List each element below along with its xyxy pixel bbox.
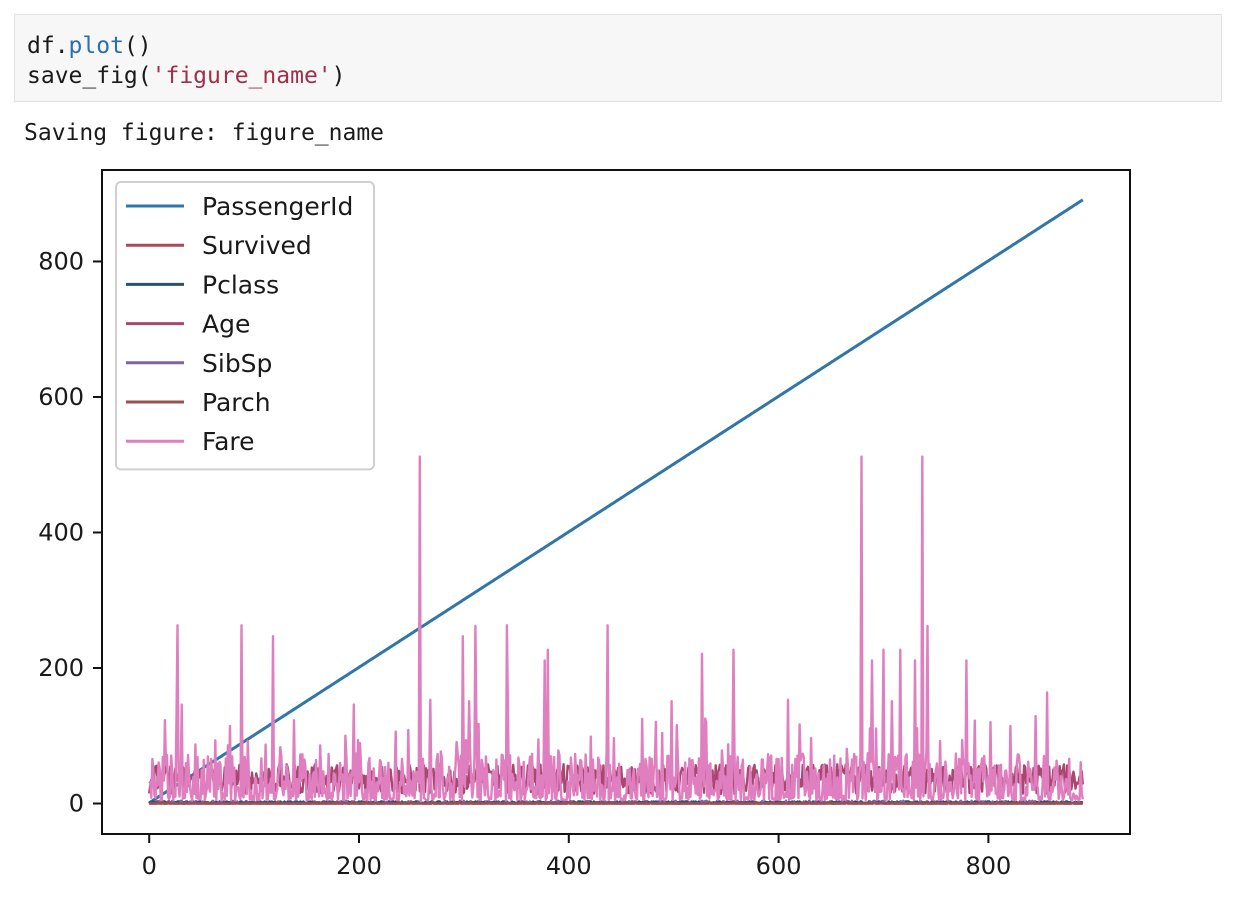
legend-label: Age: [202, 310, 250, 339]
series-line-fare: [148, 455, 1084, 802]
code-line-2: save_fig('figure_name'): [27, 63, 346, 89]
legend-label: SibSp: [202, 349, 272, 378]
code-object: df.: [27, 33, 69, 59]
cell-output-text: Saving figure: figure_name: [24, 120, 385, 146]
x-tick-label: 800: [965, 852, 1011, 880]
legend-label: Parch: [202, 388, 271, 417]
code-string: 'figure_name': [151, 63, 332, 89]
x-tick-label: 600: [756, 852, 802, 880]
y-tick-label: 200: [38, 654, 84, 682]
y-tick-label: 800: [38, 247, 84, 275]
legend-box: [115, 181, 375, 471]
y-tick-label: 600: [38, 383, 84, 411]
axes-frame: [101, 169, 1131, 835]
series-line-parch: [149, 800, 1083, 805]
y-tick-label: 0: [69, 790, 84, 818]
code-paren-close: ): [331, 63, 346, 89]
plot-lines: [148, 198, 1084, 805]
code-line-1: df.plot(): [27, 33, 152, 59]
x-tick-label: 0: [142, 852, 157, 880]
series-line-passengerid: [148, 198, 1084, 805]
x-tick-label: 200: [336, 852, 382, 880]
code-parens: (): [123, 33, 152, 59]
x-tick-label: 400: [546, 852, 592, 880]
code-cell[interactable]: df.plot() save_fig('figure_name'): [14, 14, 1222, 102]
legend-label: Fare: [202, 427, 255, 456]
code-editor[interactable]: df.plot() save_fig('figure_name'): [27, 31, 346, 91]
code-function: plot: [68, 33, 124, 59]
axis-ticks: 0 200 400 600 800 0 200 400 600 800: [38, 247, 1011, 880]
line-chart: 0 200 400 600 800 0 200 400 600 800 PassengerId Su…: [38, 169, 1131, 880]
legend-label: Pclass: [202, 270, 279, 299]
y-tick-label: 400: [38, 518, 84, 546]
legend-label: PassengerId: [202, 192, 353, 221]
code-call: save_fig(: [27, 63, 152, 89]
legend: PassengerId Survived Pclass Age SibSp Parch Fa…: [115, 181, 375, 471]
legend-label: Survived: [202, 231, 312, 260]
